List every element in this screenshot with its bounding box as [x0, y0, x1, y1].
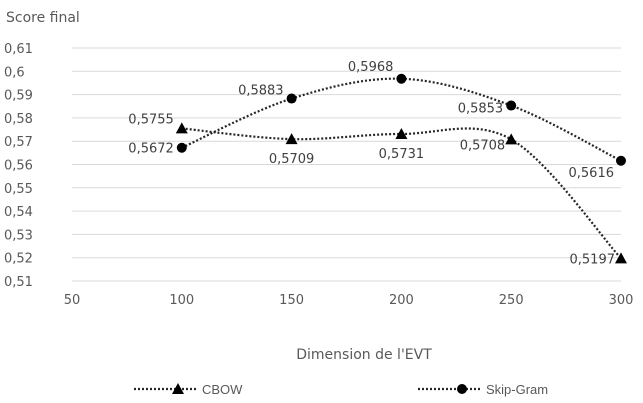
y-tick-label: 0,55 [4, 182, 33, 197]
y-tick-label: 0,53 [4, 228, 33, 243]
y-tick-label: 0,54 [4, 205, 33, 220]
legend-label-skip-gram: Skip-Gram [486, 382, 548, 397]
y-tick-label: 0,57 [4, 135, 33, 150]
skip-gram-data-label: 0,5968 [348, 60, 394, 75]
skip-gram-marker [176, 142, 187, 153]
legend-label-cbow: CBOW [202, 382, 243, 397]
cbow-marker [175, 122, 188, 134]
x-tick-label: 300 [609, 293, 634, 308]
cbow-data-label: 0,5197 [570, 252, 616, 267]
cbow-marker [395, 127, 408, 139]
x-axis-title: Dimension de l'EVT [296, 347, 432, 363]
x-tick-label: 100 [169, 293, 194, 308]
cbow-data-label: 0,5731 [379, 147, 425, 162]
x-tick-label: 200 [389, 293, 414, 308]
skip-gram-marker [286, 93, 297, 104]
y-tick-label: 0,61 [4, 42, 33, 57]
y-axis-tick-labels: 0,51 0,52 0,53 0,54 0,55 0,56 0,57 0,58 0,59 0,6 0… [4, 42, 33, 290]
y-tick-label: 0,59 [4, 89, 33, 104]
x-tick-label: 50 [64, 293, 81, 308]
skip-gram-marker [616, 155, 626, 166]
data-labels: 0,5755 0,5709 0,5731 0,5708 0,5197 0,5672 0,58… [128, 60, 615, 268]
y-tick-label: 0,56 [4, 159, 33, 174]
y-axis-title: Score final [6, 10, 80, 26]
y-tick-label: 0,52 [4, 252, 33, 267]
cbow-data-label: 0,5708 [460, 138, 506, 153]
skip-gram-data-label: 0,5616 [569, 166, 615, 181]
skip-gram-data-label: 0,5853 [458, 102, 504, 117]
cbow-marker [285, 133, 298, 145]
skip-gram-data-label: 0,5672 [128, 142, 174, 157]
x-tick-label: 250 [499, 293, 524, 308]
y-tick-label: 0,6 [4, 65, 25, 80]
legend-marker-cbow [172, 383, 184, 394]
cbow-data-label: 0,5709 [269, 152, 315, 167]
legend-marker-skip-gram [457, 384, 467, 394]
x-tick-label: 150 [279, 293, 304, 308]
cbow-marker [615, 252, 627, 264]
cbow-data-label: 0,5755 [128, 112, 174, 127]
y-tick-label: 0,51 [4, 275, 33, 290]
skip-gram-marker [506, 100, 517, 111]
y-tick-label: 0,58 [4, 112, 33, 127]
x-axis-tick-labels: 50 100 150 200 250 300 [64, 293, 634, 308]
legend: CBOW Skip-Gram [134, 382, 548, 397]
cbow-marker [505, 133, 518, 145]
gridlines [72, 47, 621, 282]
skip-gram-marker [396, 73, 407, 84]
series-markers [175, 73, 627, 264]
skip-gram-data-label: 0,5883 [238, 84, 284, 99]
series-lines [181, 77, 622, 260]
